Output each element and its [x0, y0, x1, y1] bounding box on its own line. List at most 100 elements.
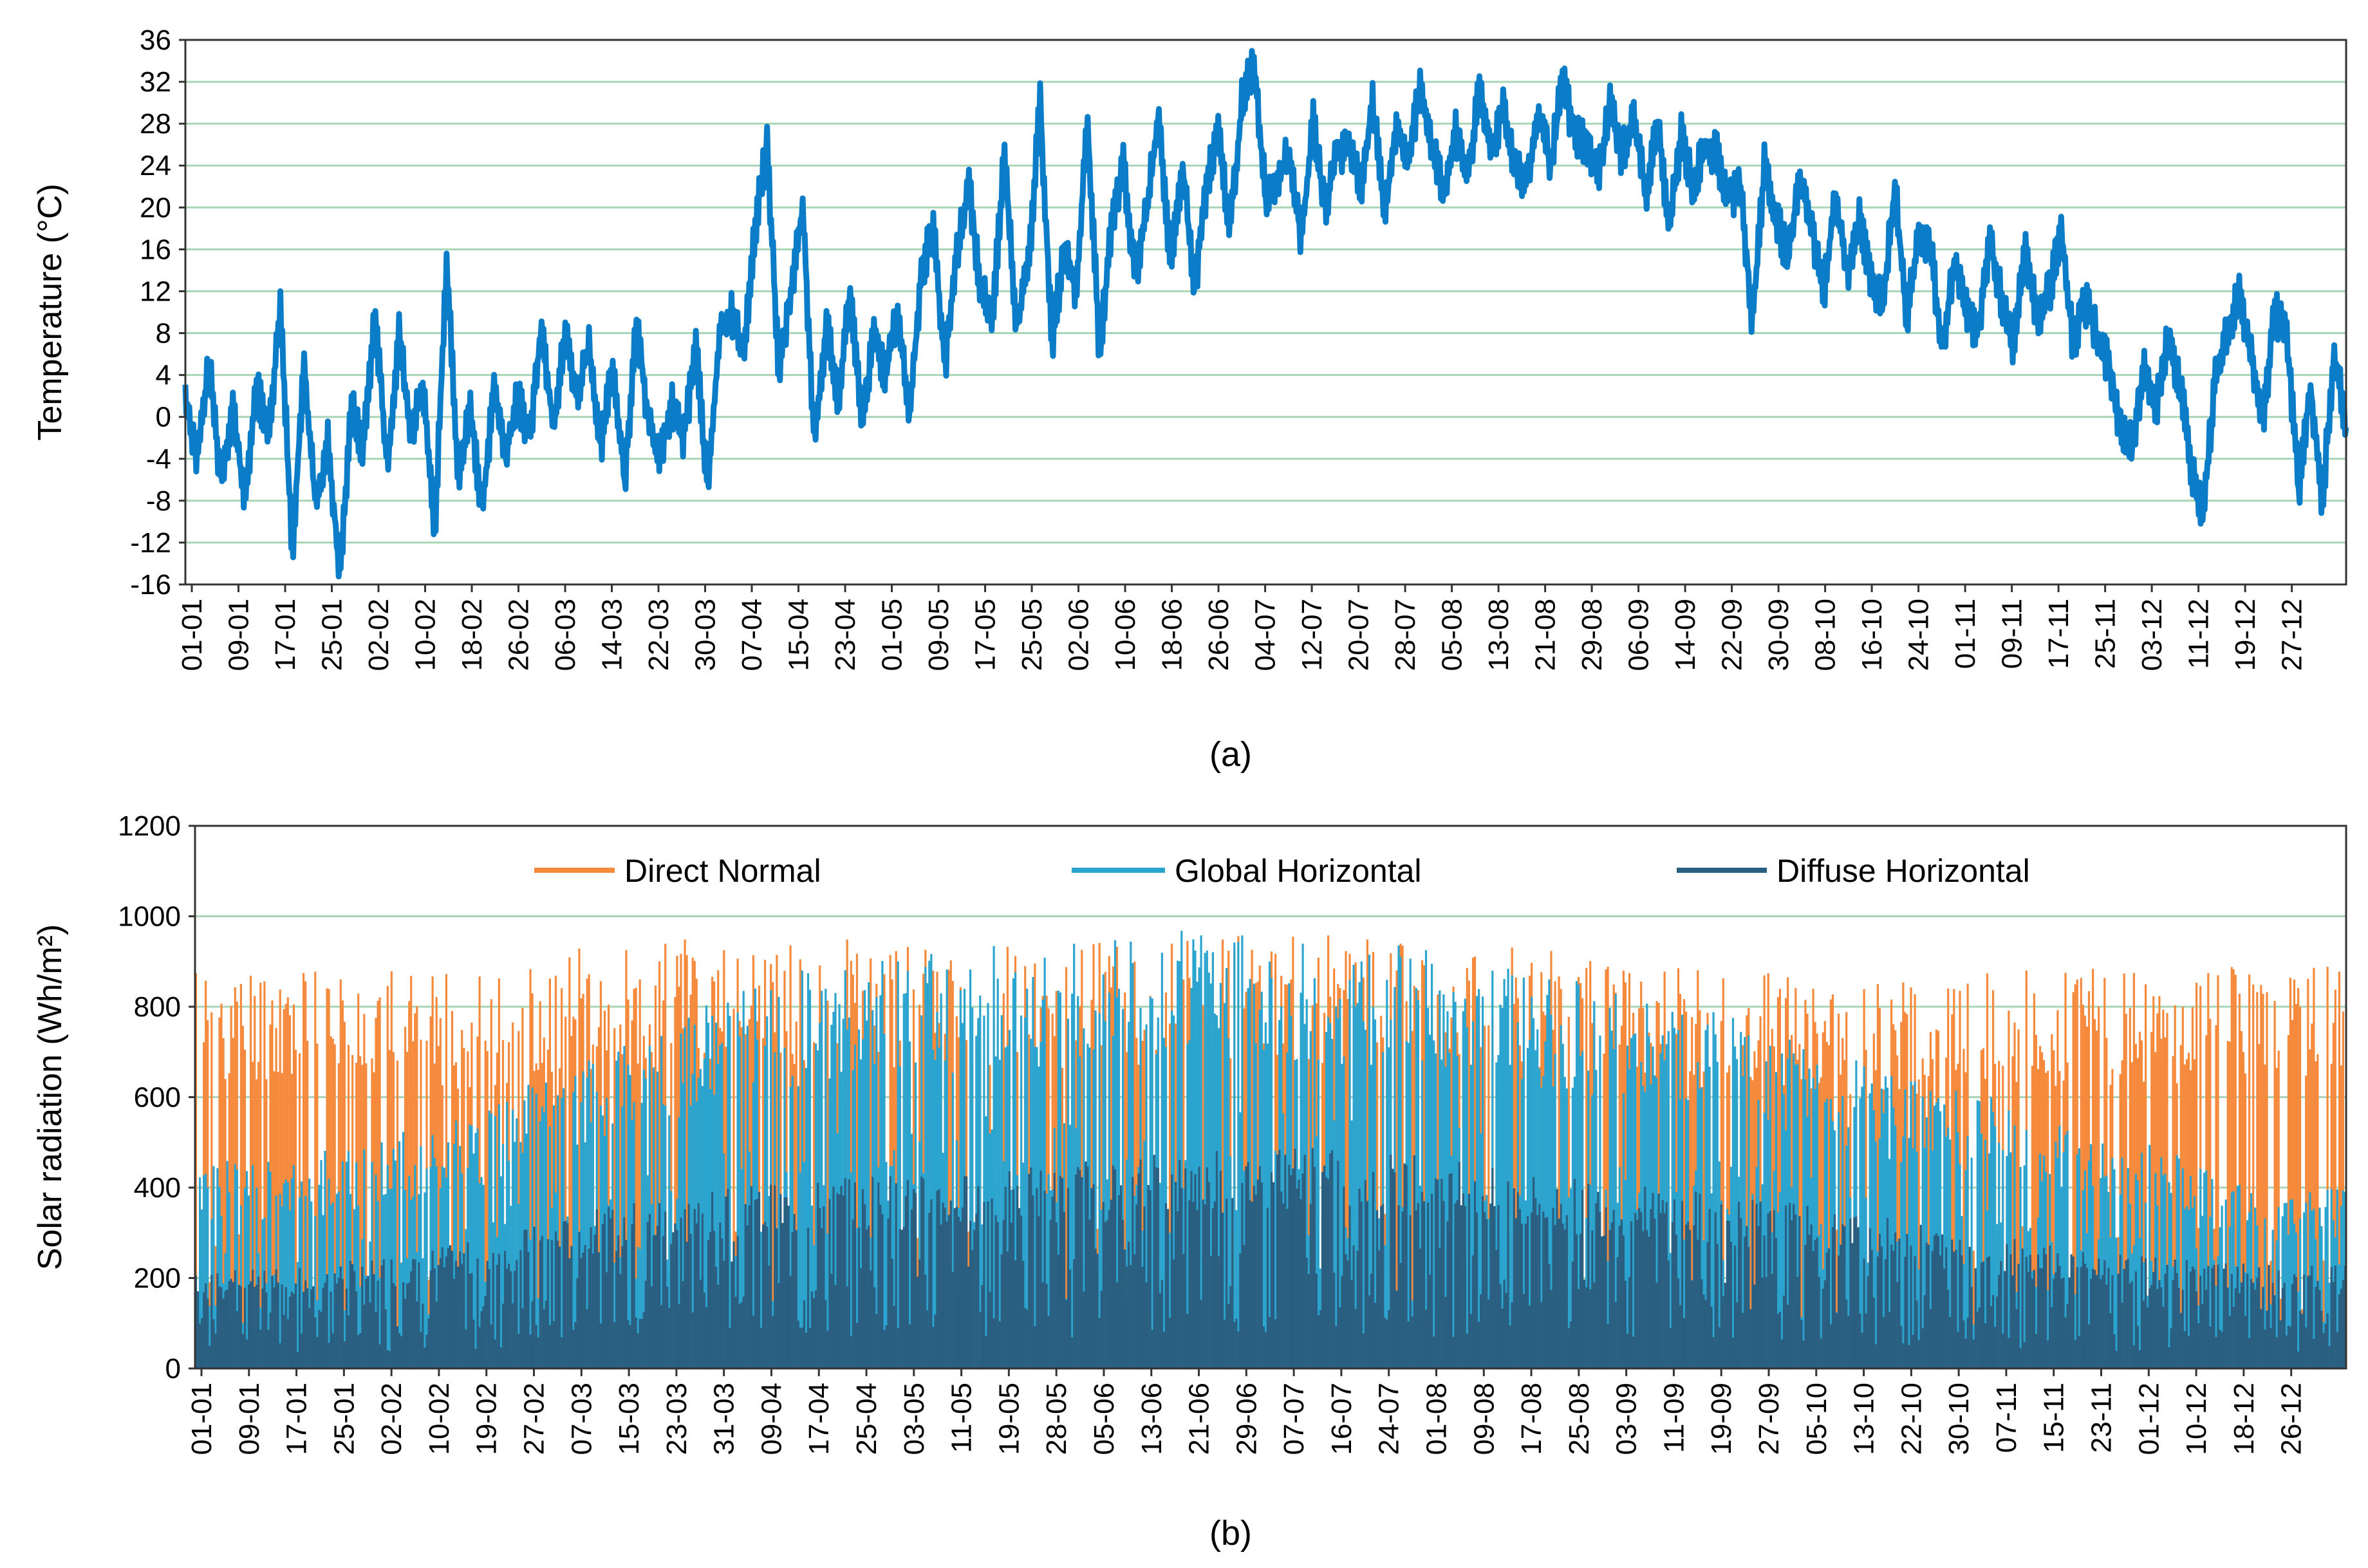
temperature-y-tick--16: -16	[130, 569, 171, 601]
solar-x-tick-30-10: 30-10	[1943, 1383, 1975, 1455]
solar-x-tick-21-06: 21-06	[1184, 1383, 1215, 1455]
temperature-x-tick-01-05: 01-05	[877, 599, 908, 671]
solar-y-tick-labels: 0 200 400 600 800 1000 1200	[118, 810, 195, 1385]
temperature-x-tick-labels: 01-01 09-01 17-01 25-01 02-02 10-02 18-02 26-02…	[176, 584, 2308, 671]
solar-x-tick-labels: 01-01 09-01 17-01 25-01 02-02 10-02 19-02 27-02…	[186, 1368, 2307, 1455]
solar-y-tick-1000: 1000	[118, 901, 181, 933]
temperature-x-tick-09-11: 09-11	[1997, 599, 2028, 669]
solar-x-tick-09-01: 09-01	[234, 1383, 265, 1455]
temperature-x-tick-22-03: 22-03	[643, 599, 675, 671]
solar-x-tick-05-06: 05-06	[1088, 1383, 1120, 1455]
solar-x-tick-01-12: 01-12	[2133, 1383, 2165, 1455]
solar-series-diffuse-horizontal	[194, 1148, 2347, 1368]
temperature-x-tick-25-05: 25-05	[1016, 599, 1048, 671]
solar-x-tick-07-03: 07-03	[566, 1383, 597, 1455]
temperature-x-tick-17-05: 17-05	[970, 599, 1002, 671]
solar-x-tick-25-08: 25-08	[1563, 1383, 1595, 1455]
legend-label-diffuse-horizontal: Diffuse Horizontal	[1776, 853, 2030, 889]
temperature-y-tick-36: 36	[140, 24, 171, 56]
solar-x-tick-10-12: 10-12	[2181, 1383, 2212, 1455]
temperature-y-axis-title: Temperature (°C)	[32, 183, 69, 440]
temperature-x-tick-20-07: 20-07	[1343, 599, 1375, 671]
temperature-x-tick-30-03: 30-03	[690, 599, 722, 671]
temperature-x-tick-30-09: 30-09	[1763, 599, 1795, 671]
temperature-x-tick-12-07: 12-07	[1296, 599, 1328, 671]
temperature-x-tick-26-02: 26-02	[503, 599, 535, 671]
solar-x-tick-05-10: 05-10	[1801, 1383, 1832, 1455]
solar-x-tick-01-01: 01-01	[186, 1383, 218, 1455]
temperature-series	[182, 48, 2349, 580]
temperature-x-tick-28-07: 28-07	[1390, 599, 1421, 671]
temperature-y-tick-4: 4	[156, 360, 171, 391]
temperature-x-tick-10-06: 10-06	[1110, 599, 1141, 671]
temperature-x-tick-23-04: 23-04	[830, 599, 861, 671]
temperature-x-tick-18-06: 18-06	[1157, 599, 1188, 671]
solar-x-tick-28-05: 28-05	[1041, 1383, 1072, 1455]
temperature-y-tick--12: -12	[130, 527, 171, 559]
panel-b-caption: (b)	[1209, 1514, 1252, 1553]
solar-x-tick-02-02: 02-02	[376, 1383, 407, 1455]
solar-radiation-chart: 0 200 400 600 800 1000 1200 01-01 09-01 17-01 25-…	[32, 810, 2347, 1553]
solar-x-tick-07-07: 07-07	[1278, 1383, 1310, 1455]
temperature-x-tick-06-03: 06-03	[550, 599, 581, 671]
temperature-x-tick-29-08: 29-08	[1576, 599, 1608, 671]
solar-x-tick-23-11: 23-11	[2086, 1383, 2118, 1453]
temperature-x-tick-14-03: 14-03	[597, 599, 628, 671]
temperature-x-tick-26-06: 26-06	[1203, 599, 1235, 671]
temperature-x-tick-17-01: 17-01	[270, 599, 301, 671]
temperature-y-tick-8: 8	[156, 318, 171, 350]
temperature-x-tick-01-11: 01-11	[1950, 599, 1981, 669]
temperature-y-tick-16: 16	[140, 234, 171, 265]
temperature-x-tick-01-01: 01-01	[176, 599, 208, 671]
temperature-x-tick-27-12: 27-12	[2277, 599, 2308, 671]
temperature-x-tick-21-08: 21-08	[1530, 599, 1562, 671]
temperature-x-tick-10-02: 10-02	[410, 599, 442, 671]
temperature-x-tick-25-11: 25-11	[2090, 599, 2121, 669]
solar-y-axis-title: Solar radiation (Wh/m²)	[32, 924, 69, 1270]
temperature-x-tick-14-09: 14-09	[1670, 599, 1701, 671]
temperature-chart: -16 -12 -8 -4 0 4 8 12 16 20 24 28 32 36 01-01 09-01 17…	[32, 24, 2349, 774]
temperature-x-tick-06-09: 06-09	[1623, 599, 1655, 671]
temperature-y-tick--8: -8	[146, 485, 171, 517]
solar-x-tick-11-09: 11-09	[1658, 1383, 1690, 1453]
solar-x-tick-22-10: 22-10	[1896, 1383, 1927, 1455]
solar-legend: Direct Normal Global Horizontal Diffuse …	[534, 853, 2030, 889]
temperature-y-tick-20: 20	[140, 192, 171, 223]
temperature-y-tick-24: 24	[140, 150, 171, 182]
solar-x-tick-13-06: 13-06	[1136, 1383, 1168, 1455]
temperature-line	[182, 48, 2349, 580]
solar-x-tick-07-11: 07-11	[1991, 1383, 2022, 1453]
solar-x-tick-10-02: 10-02	[424, 1383, 455, 1455]
solar-y-tick-600: 600	[134, 1082, 181, 1114]
temperature-y-tick-0: 0	[156, 402, 171, 433]
solar-x-tick-18-12: 18-12	[2228, 1383, 2260, 1455]
solar-x-tick-19-09: 19-09	[1706, 1383, 1737, 1455]
temperature-x-tick-08-10: 08-10	[1810, 599, 1841, 671]
solar-x-tick-17-04: 17-04	[803, 1383, 835, 1455]
temperature-x-tick-22-09: 22-09	[1717, 599, 1748, 671]
temperature-x-tick-13-08: 13-08	[1483, 599, 1515, 671]
solar-x-tick-19-02: 19-02	[471, 1383, 503, 1455]
legend-label-direct-normal: Direct Normal	[624, 853, 821, 889]
solar-x-tick-15-11: 15-11	[2038, 1383, 2070, 1453]
solar-x-tick-16-07: 16-07	[1326, 1383, 1357, 1455]
temperature-y-tick--4: -4	[146, 443, 171, 475]
temperature-gridlines	[185, 80, 2346, 544]
solar-x-tick-23-03: 23-03	[661, 1383, 693, 1455]
temperature-x-tick-15-04: 15-04	[783, 599, 815, 671]
panel-a-caption: (a)	[1209, 735, 1252, 774]
temperature-x-tick-04-07: 04-07	[1250, 599, 1282, 671]
solar-x-tick-31-03: 31-03	[709, 1383, 740, 1455]
solar-x-tick-27-02: 27-02	[519, 1383, 550, 1455]
temperature-y-tick-28: 28	[140, 108, 171, 140]
temperature-x-tick-19-12: 19-12	[2230, 599, 2261, 671]
solar-x-tick-29-06: 29-06	[1231, 1383, 1262, 1455]
temperature-x-tick-02-06: 02-06	[1063, 599, 1095, 671]
solar-x-tick-17-08: 17-08	[1516, 1383, 1547, 1455]
solar-x-tick-25-04: 25-04	[851, 1383, 882, 1455]
solar-x-tick-25-01: 25-01	[328, 1383, 360, 1455]
solar-x-tick-01-08: 01-08	[1421, 1383, 1452, 1455]
solar-x-tick-11-05: 11-05	[946, 1383, 978, 1453]
solar-x-tick-17-01: 17-01	[281, 1383, 313, 1455]
